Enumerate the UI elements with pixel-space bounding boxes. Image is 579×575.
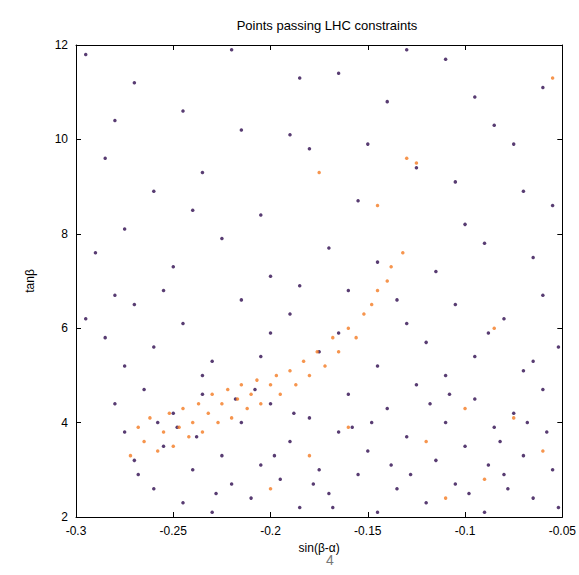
svg-text:6: 6 (61, 321, 68, 335)
svg-text:Points passing LHC constraints: Points passing LHC constraints (237, 18, 418, 33)
svg-text:-0.1: -0.1 (455, 524, 476, 538)
svg-text:12: 12 (55, 38, 69, 52)
svg-text:sin(β-α): sin(β-α) (299, 541, 340, 555)
svg-text:2: 2 (61, 510, 68, 524)
svg-text:10: 10 (55, 132, 69, 146)
svg-text:-0.15: -0.15 (354, 524, 382, 538)
svg-text:-0.3: -0.3 (66, 524, 87, 538)
svg-text:-0.25: -0.25 (160, 524, 188, 538)
svg-text:tanβ: tanβ (23, 269, 37, 293)
svg-text:4: 4 (326, 552, 334, 568)
svg-text:-0.2: -0.2 (260, 524, 281, 538)
svg-text:-0.05: -0.05 (549, 524, 577, 538)
svg-text:4: 4 (61, 416, 68, 430)
svg-text:8: 8 (61, 227, 68, 241)
